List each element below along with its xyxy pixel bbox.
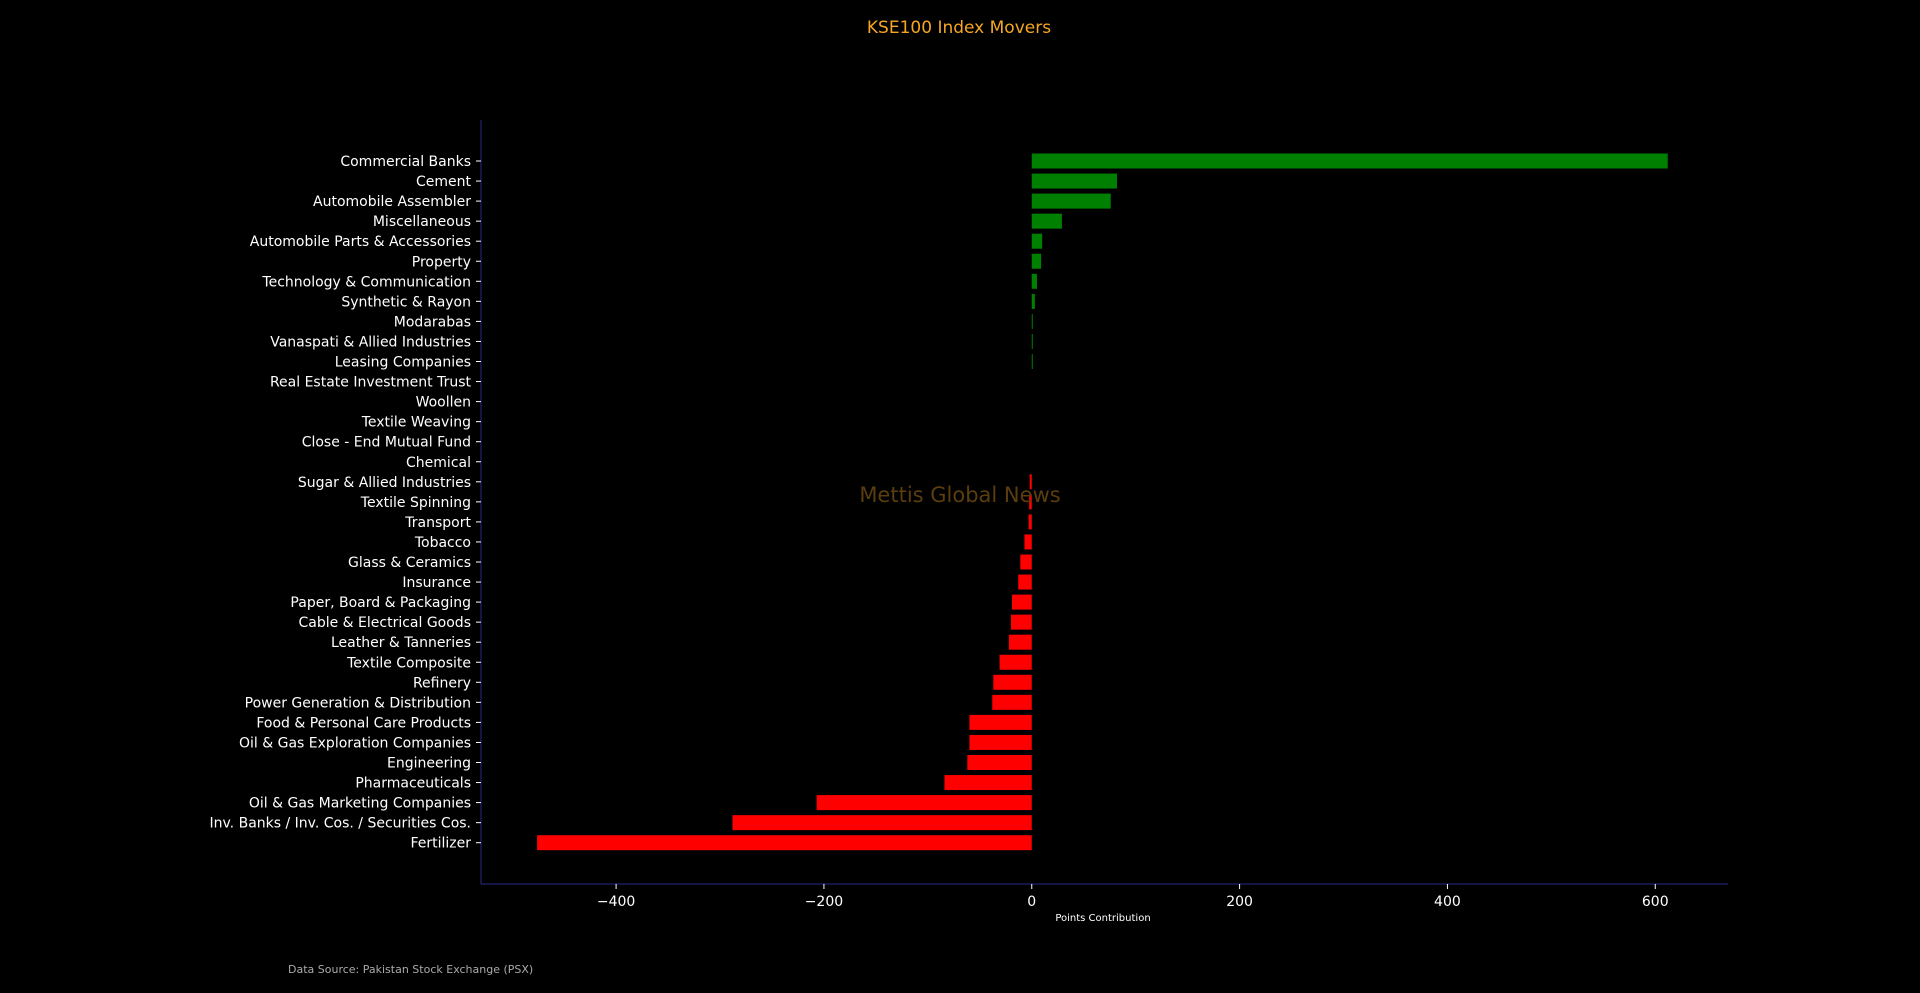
bar (1031, 354, 1033, 369)
category-label: Pharmaceuticals (355, 776, 471, 792)
category-label: Close - End Mutual Fund (302, 435, 471, 451)
x-tick-label: 0 (1027, 894, 1036, 910)
x-axis-label: Points Contribution (1055, 913, 1150, 924)
x-tick-label: −400 (597, 894, 635, 910)
category-label: Woollen (416, 395, 471, 411)
bar (537, 835, 1032, 851)
category-label: Commercial Banks (340, 154, 471, 170)
bar (1008, 634, 1032, 650)
bar (1031, 213, 1062, 229)
category-label: Automobile Parts & Accessories (250, 234, 471, 250)
category-label: Real Estate Investment Trust (270, 375, 472, 391)
category-label: Sugar & Allied Industries (298, 475, 471, 491)
category-label: Engineering (387, 756, 471, 772)
category-label: Cement (416, 174, 472, 190)
category-label: Paper, Board & Packaging (290, 595, 471, 611)
category-label: Chemical (406, 455, 471, 471)
bar (969, 734, 1032, 750)
bar (1018, 574, 1032, 590)
category-label: Leasing Companies (335, 355, 471, 371)
bar (1031, 273, 1037, 289)
bar (1012, 594, 1032, 610)
data-source-note: Data Source: Pakistan Stock Exchange (PS… (288, 963, 533, 976)
bar (1031, 313, 1033, 329)
bar (999, 654, 1032, 670)
category-label: Tobacco (414, 535, 471, 551)
category-label: Refinery (413, 675, 471, 691)
category-label: Miscellaneous (373, 214, 471, 230)
bar (1029, 494, 1032, 510)
category-label: Power Generation & Distribution (245, 695, 471, 711)
bar (967, 755, 1032, 770)
chart-title: KSE100 Index Movers (867, 18, 1051, 38)
x-tick-label: −200 (805, 894, 843, 910)
plot-area: Commercial Banks Cement Automobile Assembl… (209, 120, 1728, 910)
bar (816, 795, 1032, 811)
bar (969, 714, 1032, 730)
bar (944, 775, 1032, 791)
category-label: Vanaspati & Allied Industries (270, 334, 471, 350)
category-label: Property (412, 254, 471, 270)
category-label: Oil & Gas Marketing Companies (249, 796, 471, 812)
category-label: Modarabas (394, 314, 471, 330)
x-tick-label: 600 (1642, 894, 1669, 910)
bar (1010, 614, 1032, 630)
bar (1031, 333, 1033, 349)
x-tick-label: 200 (1226, 894, 1253, 910)
category-label: Technology & Communication (261, 274, 471, 290)
bar (1029, 474, 1032, 490)
bar (992, 694, 1032, 710)
bar (1031, 173, 1117, 189)
bar (1028, 514, 1032, 530)
category-label: Textile Weaving (361, 415, 471, 431)
category-label: Oil & Gas Exploration Companies (239, 735, 471, 751)
bar (1024, 534, 1032, 550)
x-tick-label: 400 (1434, 894, 1461, 910)
bar (1020, 554, 1032, 570)
category-label: Glass & Ceramics (348, 555, 471, 571)
category-label: Food & Personal Care Products (256, 715, 471, 731)
category-label: Cable & Electrical Goods (298, 615, 471, 631)
bar (1031, 153, 1668, 169)
category-label: Insurance (402, 575, 471, 591)
category-label: Synthetic & Rayon (341, 294, 471, 310)
bar (1031, 293, 1035, 309)
bar (1031, 253, 1042, 269)
category-label: Automobile Assembler (313, 194, 471, 210)
bar (732, 815, 1032, 831)
category-label: Leather & Tanneries (331, 635, 471, 651)
category-label: Textile Spinning (360, 495, 471, 511)
bar (1031, 233, 1043, 249)
category-label: Inv. Banks / Inv. Cos. / Securities Cos. (209, 816, 471, 832)
category-label: Transport (404, 515, 471, 531)
watermark: Mettis Global News (859, 483, 1060, 507)
bar (1031, 193, 1111, 209)
category-label: Textile Composite (346, 655, 471, 671)
bar (993, 674, 1032, 690)
category-label: Fertilizer (410, 836, 471, 852)
